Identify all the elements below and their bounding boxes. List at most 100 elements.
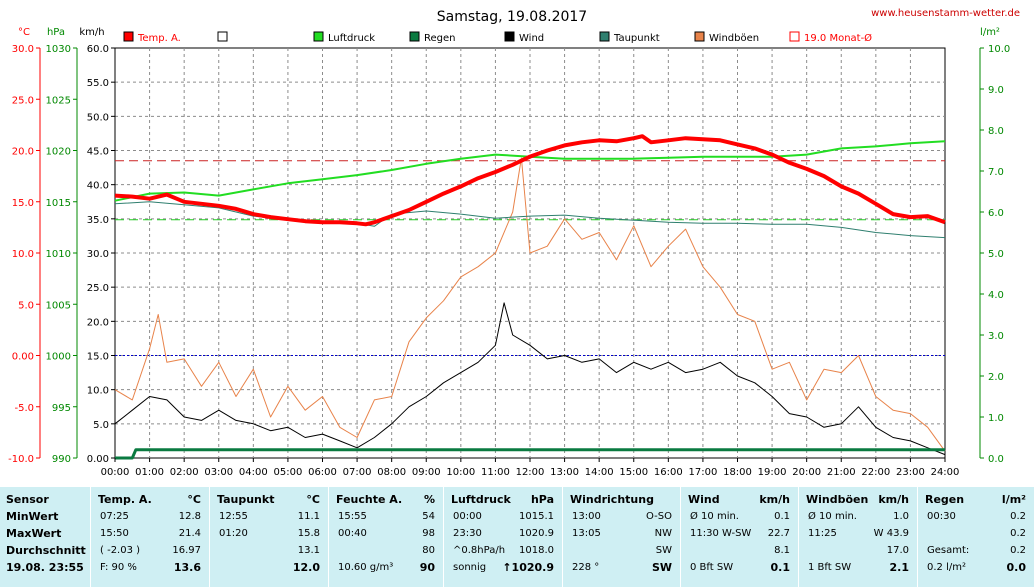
wind-tick-label: 35.0 xyxy=(87,215,109,226)
table-cell-row: SW xyxy=(562,543,680,559)
marker-label: 20:35 xyxy=(831,479,860,480)
rain-tick-label: 1.0 xyxy=(988,413,1004,424)
pressure-tick-label: 1020 xyxy=(46,147,71,158)
cell-value: NW xyxy=(654,528,672,539)
column-title: Luftdruck xyxy=(451,493,511,506)
cell-note: 00:40 xyxy=(338,528,367,539)
table-cell-row: 13.1 xyxy=(209,543,328,559)
legend-swatch xyxy=(217,31,228,42)
cell-value: ↑1020.9 xyxy=(502,561,554,574)
table-cell-row: sonnig ↑1020.9 xyxy=(443,560,562,576)
column-header: Feuchte A.% xyxy=(328,492,443,508)
table-cell-row: 13:00 O-SO xyxy=(562,509,680,525)
legend-label: Regen xyxy=(424,33,456,44)
column-header: Taupunkt °C xyxy=(209,492,328,508)
wind-tick-label: 20.0 xyxy=(87,317,109,328)
column-unit: km/h xyxy=(878,493,909,506)
row-label: Durchschnitt xyxy=(6,544,86,557)
table-cell-row: 00:40 98 xyxy=(328,526,443,542)
rain-tick-label: 8.0 xyxy=(988,126,1004,137)
table-cell-row: 23:30 1020.9 xyxy=(443,526,562,542)
site-url[interactable]: www.heusenstamm-wetter.de xyxy=(871,8,1020,19)
temp-tick-label: 5.0 xyxy=(18,300,34,311)
cell-value: 12.0 xyxy=(292,561,320,574)
legend-swatch xyxy=(409,31,420,42)
summary-table: Sensor MinWert MaxWert Durchschnitt 19.08. 2… xyxy=(0,487,1034,587)
column-unit: °C xyxy=(306,493,320,506)
cell-note: 13:05 xyxy=(572,528,601,539)
cell-value: 0.2 xyxy=(1010,545,1026,556)
x-tick-label: 10:00 xyxy=(446,467,475,478)
table-column: Taupunkt °C 12:55 11.1 01:20 15.8 13.1 12.0 xyxy=(209,487,328,587)
column-unit: % xyxy=(423,493,435,506)
x-tick-label: 04:00 xyxy=(239,467,268,478)
temp-tick-label: -5.0 xyxy=(14,403,34,414)
rain-tick-label: 0.0 xyxy=(988,454,1004,465)
chart-title: Samstag, 19.08.2017 xyxy=(437,9,587,25)
row-label: Sensor xyxy=(6,493,49,506)
rain-tick-label: 7.0 xyxy=(988,167,1004,178)
cell-value: 22.7 xyxy=(767,528,790,539)
table-cell-row: 8.1 xyxy=(680,543,798,559)
marker-label: 19: xyxy=(776,479,792,480)
column-title: Windrichtung xyxy=(570,493,654,506)
cell-note: 15:55 xyxy=(338,511,367,522)
column-header: Regen l/m² xyxy=(917,492,1034,508)
table-column: Windrichtung 13:00 O-SO 13:05 NW SW 228 ° SW xyxy=(562,487,680,587)
table-row-labels: Sensor MinWert MaxWert Durchschnitt 19.08. 2… xyxy=(0,487,90,587)
legend-swatch xyxy=(789,31,800,42)
cell-value: 0.0 xyxy=(1006,561,1027,574)
table-cell-row: 12.0 xyxy=(209,560,328,576)
x-tick-label: 19:00 xyxy=(758,467,787,478)
x-tick-label: 12:00 xyxy=(516,467,545,478)
table-cell-row: Ø 10 min. 1.0 xyxy=(798,509,917,525)
cell-value: 0.1 xyxy=(770,561,791,574)
cell-value: 2.1 xyxy=(889,561,910,574)
table-cell-row: 228 ° SW xyxy=(562,560,680,576)
pressure-tick-label: 990 xyxy=(52,454,71,465)
pressure-tick-label: 1000 xyxy=(46,352,71,363)
column-header: Windböen km/h xyxy=(798,492,917,508)
cell-note: 15:50 xyxy=(100,528,129,539)
pressure-tick-label: 1010 xyxy=(46,249,71,260)
cell-value: 1015.1 xyxy=(519,511,554,522)
cell-value: 13.6 xyxy=(173,561,201,574)
table-cell-row: 10.60 g/m³ 90 xyxy=(328,560,443,576)
column-header: Temp. A. °C xyxy=(90,492,209,508)
table-cell-row: 15:55 54 xyxy=(328,509,443,525)
cell-value: 11.1 xyxy=(297,511,320,522)
x-tick-label: 06:00 xyxy=(308,467,337,478)
cell-value: 0.1 xyxy=(774,511,790,522)
table-cell-row: 12:55 11.1 xyxy=(209,509,328,525)
cell-value: 17.0 xyxy=(886,545,909,556)
table-column: Feuchte A.% 15:55 54 00:40 98 80 10.60 g/m³ 90 xyxy=(328,487,443,587)
cell-note: 1 Bft SW xyxy=(808,562,852,573)
column-title: Windböen xyxy=(806,493,869,506)
wind-tick-label: 55.0 xyxy=(87,78,109,89)
table-cell-row: 01:20 15.8 xyxy=(209,526,328,542)
x-tick-label: 18:00 xyxy=(723,467,752,478)
wind-tick-label: 50.0 xyxy=(87,112,109,123)
cell-value: 0.2 xyxy=(1010,511,1026,522)
table-column: Luftdruck hPa 00:00 1015.1 23:30 1020.9 ^0.8hP… xyxy=(443,487,562,587)
cell-value: 1.0 xyxy=(893,511,909,522)
x-tick-label: 02:00 xyxy=(170,467,199,478)
table-cell-row: 00:00 1015.1 xyxy=(443,509,562,525)
cell-value: 15.8 xyxy=(297,528,320,539)
cell-value: 16.97 xyxy=(172,545,201,556)
pressure-unit: hPa xyxy=(47,27,65,38)
x-tick-label: 22:00 xyxy=(861,467,890,478)
cell-value: 12.8 xyxy=(178,511,201,522)
table-column: Windböen km/h Ø 10 min. 1.0 11:25 W 43.9 17.0 1… xyxy=(798,487,917,587)
x-tick-label: 24:00 xyxy=(931,467,960,478)
cell-value: 8.1 xyxy=(774,545,790,556)
rain-tick-label: 9.0 xyxy=(988,85,1004,96)
cell-note: 228 ° xyxy=(572,562,600,573)
cell-note: 11:25 xyxy=(808,528,837,539)
temp-tick-label: -10.0 xyxy=(8,454,34,465)
legend-label: Taupunkt xyxy=(613,33,660,44)
wind-line xyxy=(114,302,946,456)
cell-note: F: 90 % xyxy=(100,562,137,573)
temp-tick-label: 20.0 xyxy=(12,147,34,158)
cell-value: W 43.9 xyxy=(873,528,909,539)
